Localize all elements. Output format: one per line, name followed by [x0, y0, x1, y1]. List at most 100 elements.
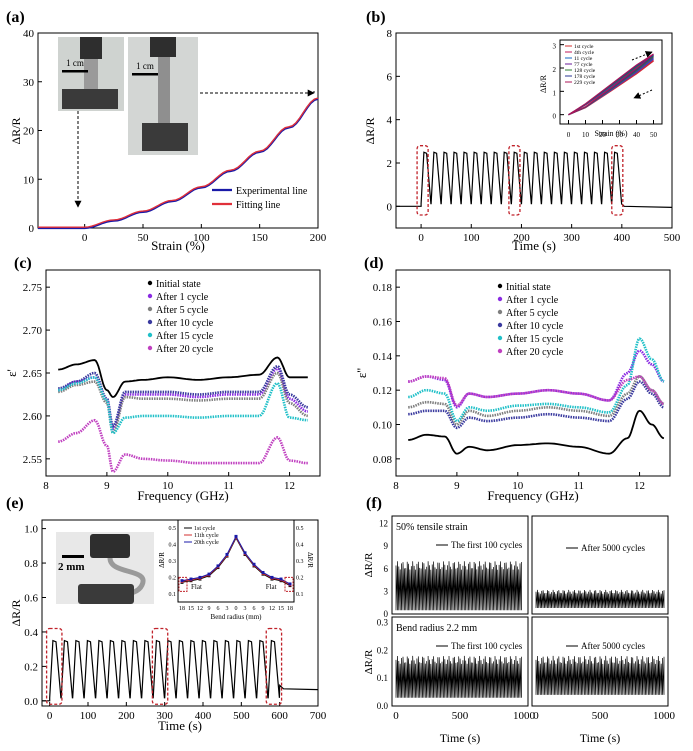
panel-e-inset-y2tick-label: 0.5 — [296, 526, 304, 532]
panel-c-xtick-label: 11 — [223, 480, 234, 492]
panel-e-axes: 0 100 200 300 400 500 600 700 0.0 0.2 0.4 0.6 0.8 1.0 — [24, 519, 327, 722]
panel-b-ylabel: ΔR/R — [363, 117, 377, 144]
panel-d-axes: 8 9 10 11 12 0.08 0.10 0.12 0.14 0.16 0.18 — [373, 269, 671, 492]
panel-b-inset-legend-item: 178 cycle — [574, 74, 596, 80]
panel-e-inset-xtick-label: 3 — [244, 606, 247, 612]
panel-d-xtick-label: 8 — [393, 480, 399, 492]
panel-b-inset-series — [568, 53, 654, 116]
panel-c-series — [58, 364, 309, 428]
panel-a-ytick-label: 20 — [23, 126, 35, 138]
panel-f-bottom-ytick-label: 0.1 — [377, 673, 388, 683]
panel-d-legend-item: After 20 cycle — [506, 347, 564, 358]
panel-e-inset-marker — [234, 534, 238, 538]
panel-c-legend-marker — [147, 280, 153, 286]
panel-e-inset-marker — [279, 577, 283, 581]
panel-b-xtick-label: 400 — [614, 232, 631, 244]
panel-d-ytick-label: 0.18 — [373, 282, 393, 294]
panel-e-inset-ylabel: ΔR/R — [158, 552, 166, 568]
panel-e-inset-xtick-label: 15 — [278, 606, 284, 612]
panel-a-series-fitting — [38, 97, 319, 228]
panel-f-xtick-label-left: 1000 — [513, 710, 536, 722]
panel-b-inset-ytick-label: 1 — [553, 89, 557, 97]
panel-b-highlight-box-3 — [611, 145, 624, 216]
panel-d-series — [408, 375, 665, 426]
panel-d-ytick-label: 0.10 — [373, 420, 393, 432]
panel-e-ytick-label: 0.8 — [24, 558, 38, 570]
panel-e-inset-xtick-label: 9 — [262, 606, 265, 612]
panel-b-xtick-label: 300 — [563, 232, 580, 244]
panel-f-xlabel-left: Time (s) — [440, 731, 481, 745]
panel-a-photo-2-film — [158, 57, 170, 125]
panel-b-inset-legend-item: 11 cycle — [574, 56, 593, 62]
panel-d-ylabel: ε'' — [354, 368, 369, 378]
panel-f-top-ytick-label: 12 — [379, 519, 388, 529]
panel-a-scalebar-1-label: 1 cm — [66, 58, 84, 68]
panel-c-xtick-label: 12 — [284, 480, 295, 492]
panel-c-axes: 8 9 10 11 12 2.55 2.60 2.65 2.70 2.75 — [23, 269, 321, 492]
panel-e-inset-xtick-label: 18 — [287, 606, 293, 612]
panel-d-series — [408, 409, 665, 455]
panel-d-ytick-label: 0.14 — [373, 351, 393, 363]
panel-a-xtick-label: 200 — [310, 232, 327, 244]
panel-d-series — [408, 375, 665, 407]
panel-e-inset-marker — [198, 575, 202, 579]
panel-b-inset-legend-item: 1st cycle — [574, 44, 594, 50]
panel-e-inset-legend-item: 11th cycle — [194, 533, 219, 539]
panel-d-ytick-label: 0.16 — [373, 317, 393, 329]
panel-d-legend-item: After 10 cycle — [506, 321, 564, 332]
panel-f-top-series-first — [395, 561, 522, 611]
panel-b-highlight-box-1 — [416, 145, 429, 216]
panel-d-ytick-label: 0.08 — [373, 454, 393, 466]
panel-a-ytick-label: 30 — [23, 77, 35, 89]
panel-f-bottom-title: Bend radius 2.2 mm — [396, 623, 477, 634]
panel-e-inset-y2tick-label: 0.4 — [296, 543, 304, 549]
panel-d-series — [408, 337, 665, 423]
panel-c-legend-marker — [147, 345, 153, 351]
panel-d-legend-item: After 1 cycle — [506, 295, 559, 306]
panel-c-legend-item: After 5 cycle — [156, 305, 209, 316]
panel-d-legend-marker — [497, 296, 503, 302]
panel-c-ytick-label: 2.55 — [23, 454, 43, 466]
panel-b-inset-ylabel: ΔR/R — [539, 74, 548, 93]
panel-b-inset-ytick-label: 0 — [553, 113, 557, 121]
panel-e-inset-flat-box-right — [284, 576, 294, 592]
panel-e-inset-flat-left: Flat — [191, 583, 202, 591]
panel-b-ytick-label: 2 — [387, 158, 393, 170]
panel-e-inset-marker — [243, 551, 247, 555]
panel-c-ytick-label: 2.70 — [23, 325, 43, 337]
panel-b-xtick-label: 100 — [463, 232, 480, 244]
panel-b-series-response — [396, 151, 673, 208]
panel-f-top-ytick-label: 3 — [384, 586, 389, 596]
panel-c-xtick-label: 10 — [162, 480, 174, 492]
panel-b-ytick-label: 4 — [387, 115, 393, 127]
panel-f-bottom-ytick-label: 0.0 — [377, 701, 389, 711]
panel-e-xtick-label: 100 — [80, 710, 97, 722]
panel-e-photo-clamp-top — [90, 534, 130, 558]
panel-e-inset-frame — [177, 519, 295, 603]
panel-e-inset-xtick-label: 18 — [179, 606, 185, 612]
panel-b-inset-xtick-label: 20 — [599, 131, 607, 139]
panel-c-legend-marker — [147, 306, 153, 312]
panel-e-photo-clamp-bottom — [78, 584, 134, 604]
panel-e-inset-legend-item: 1st cycle — [194, 526, 215, 532]
panel-f-frame-1 — [391, 515, 529, 615]
panel-e-ytick-label: 0.6 — [24, 593, 38, 605]
panel-d-xlabel: Frequency (GHz) — [487, 488, 578, 503]
panel-b-inset-xlabel: Strain (%) — [594, 129, 627, 138]
panel-e-xtick-label: 600 — [271, 710, 288, 722]
panel-b-inset-ytick-label: 2 — [553, 66, 557, 74]
panel-a-xtick-label: 50 — [138, 232, 150, 244]
panel-e-inset-y2tick-label: 0.1 — [296, 592, 304, 598]
panel-d-legend-marker — [497, 348, 503, 354]
panel-d-legend-item: Initial state — [506, 282, 551, 293]
panel-e-highlight-box-2 — [151, 627, 169, 705]
panel-f-bottom-series-after — [535, 655, 665, 695]
panel-e-inset-xlabel: Bend radius (mm) — [211, 613, 263, 621]
panel-e-inset-marker — [180, 579, 184, 583]
panel-f-top-label1: The first 100 cycles — [451, 540, 523, 550]
panel-b-inset-legend-item: 4th cycle — [574, 50, 595, 56]
panel-f-bottom-series-first — [395, 655, 522, 698]
panel-f-bottom-label2: After 5000 cycles — [581, 641, 645, 651]
panel-a-ytick-label: 40 — [23, 28, 35, 40]
panel-e-inset-xtick-label: 3 — [226, 606, 229, 612]
